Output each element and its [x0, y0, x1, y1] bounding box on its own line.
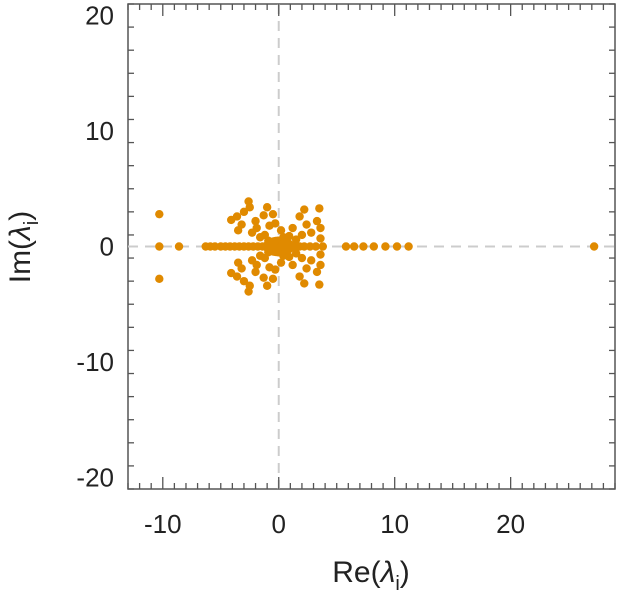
- data-point: [369, 242, 379, 251]
- data-point: [276, 226, 286, 235]
- data-point: [302, 264, 311, 273]
- data-point: [291, 249, 301, 258]
- data-point: [404, 242, 413, 251]
- data-point: [307, 256, 316, 265]
- data-point: [155, 274, 164, 284]
- x-tick-label: -10: [144, 509, 182, 539]
- data-point: [302, 220, 311, 229]
- data-point: [316, 223, 325, 233]
- axis-ticks: [127, 3, 616, 490]
- data-point: [359, 242, 368, 251]
- data-point: [252, 223, 261, 233]
- data-point: [259, 211, 268, 220]
- y-tick-label: 20: [85, 1, 114, 31]
- data-point: [155, 209, 164, 219]
- data-point: [312, 216, 322, 226]
- data-point: [251, 267, 260, 277]
- data-point: [259, 273, 268, 282]
- data-point: [210, 242, 220, 251]
- data-point: [300, 279, 309, 288]
- data-point: [232, 212, 242, 221]
- data-point: [284, 231, 294, 241]
- data-point: [276, 258, 286, 267]
- data-point: [311, 242, 321, 251]
- data-point: [392, 242, 402, 251]
- data-point: [233, 258, 243, 267]
- x-tick-label: 0: [272, 509, 286, 539]
- data-point: [251, 216, 260, 226]
- data-point: [341, 242, 351, 251]
- data-point: [288, 223, 297, 233]
- data-point: [288, 260, 297, 270]
- y-axis-label: Im(λi): [4, 211, 43, 284]
- data-point: [271, 265, 280, 274]
- data-point: [284, 252, 294, 262]
- data-point: [262, 203, 272, 212]
- data-point: [174, 242, 184, 251]
- x-axis-label: Re(λi): [332, 556, 410, 595]
- data-point: [233, 226, 243, 235]
- data-point: [315, 280, 324, 289]
- data-point: [349, 242, 359, 251]
- data-point: [312, 267, 322, 277]
- y-tick-label: 10: [85, 116, 114, 146]
- data-point: [300, 242, 309, 251]
- x-tick-label: 20: [496, 509, 525, 539]
- data-point: [232, 272, 242, 281]
- data-point: [245, 281, 254, 290]
- data-point: [315, 204, 324, 213]
- data-point: [316, 234, 325, 243]
- data-point: [300, 205, 309, 214]
- y-tick-label: 0: [100, 232, 114, 262]
- data-point: [262, 281, 272, 290]
- data-point: [381, 242, 390, 251]
- data-point: [316, 250, 325, 259]
- data-point: [316, 260, 325, 270]
- tick-labels: -10 0 10 20 -20 -10 0 10 20: [76, 1, 525, 539]
- data-point: [239, 207, 249, 217]
- data-point: [297, 230, 307, 240]
- data-point: [295, 212, 304, 221]
- data-point: [239, 276, 249, 286]
- data-point: [297, 253, 307, 263]
- data-point: [245, 203, 254, 212]
- y-tick-label: -10: [76, 347, 114, 377]
- data-point: [589, 242, 599, 251]
- data-point: [268, 209, 278, 219]
- data-point: [295, 272, 304, 281]
- data-point: [271, 219, 280, 228]
- data-point: [291, 235, 301, 244]
- data-point: [252, 260, 261, 270]
- data-point: [318, 242, 327, 251]
- data-point: [268, 274, 278, 284]
- data-point: [307, 228, 316, 237]
- x-tick-label: 10: [380, 509, 409, 539]
- y-tick-label: -20: [76, 462, 114, 492]
- data-points: [155, 197, 599, 296]
- data-point: [155, 242, 164, 251]
- data-point: [305, 242, 315, 251]
